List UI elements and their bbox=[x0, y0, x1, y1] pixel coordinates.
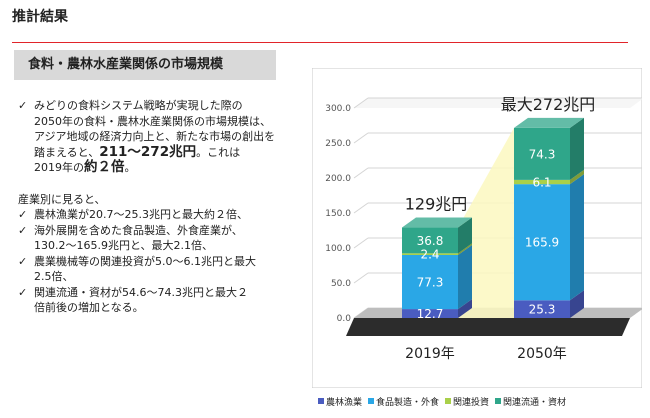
section-label: 食料・農林水産業関係の市場規模 bbox=[14, 50, 276, 80]
summary-line-2: 2050年の食料・農林水産業関係の市場規模は、 bbox=[34, 114, 271, 128]
sector-line: 農林漁業が20.7～25.3兆円と最大約２倍、 bbox=[34, 208, 248, 221]
summary-text: ✓ みどりの食料システム戦略が実現した際の 2050年の食料・農林水産業関係の市… bbox=[18, 98, 318, 316]
sector-intro: 産業別に見ると、 bbox=[18, 192, 106, 206]
summary-line-4a: 踏まえると、 bbox=[34, 145, 100, 159]
legend-label: 農林漁業 bbox=[326, 398, 363, 408]
total-label: 129兆円 bbox=[405, 195, 468, 214]
legend-label: 関連投資 bbox=[453, 398, 490, 408]
legend-item: 食品製造・外食 bbox=[368, 395, 439, 408]
legend-label: 関連流通・資材 bbox=[503, 398, 567, 408]
check-icon: ✓ bbox=[18, 254, 28, 268]
growth-multiple: 約２倍 bbox=[84, 159, 125, 175]
sector-bullet: ✓ 海外展開を含めた食品製造、外食産業が、 130.2～165.9兆円と、最大2… bbox=[18, 223, 318, 254]
legend-item: 関連流通・資材 bbox=[495, 395, 566, 408]
sector-line: 関連流通・資材が54.6～74.3兆円と最大２ bbox=[34, 285, 248, 299]
legend-swatch bbox=[445, 398, 452, 404]
bar-segment bbox=[402, 227, 458, 254]
check-icon: ✓ bbox=[18, 99, 28, 112]
summary-line-5a: 2019年の bbox=[34, 161, 84, 174]
sector-bullet: ✓ 農業機械等の関連投資が5.0～6.1兆円と最大 2.5倍、 bbox=[18, 254, 318, 285]
page-title: 推計結果 bbox=[12, 9, 68, 25]
check-icon: ✓ bbox=[18, 208, 28, 221]
sector-line: 2.5倍、 bbox=[34, 270, 74, 283]
data-label: 2.4 bbox=[420, 248, 439, 262]
sector-line: 海外展開を含めた食品製造、外食産業が、 bbox=[34, 223, 243, 237]
x-tick-label: 2019年 bbox=[405, 346, 455, 362]
legend-swatch bbox=[495, 398, 502, 404]
bar-segment-side bbox=[570, 117, 584, 180]
summary-line-3: アジア地域の経済力向上と、新たな市場の創出を bbox=[34, 130, 276, 143]
summary-line-4c: 。これは bbox=[196, 145, 241, 159]
chart-canvas: 0.0 50.0 100.0 150.0 200.0 250.0 300.0 12.7 77.3… bbox=[312, 68, 642, 388]
gridline-side bbox=[353, 132, 369, 144]
bar-segment bbox=[402, 255, 458, 310]
sector-line: 農業機械等の関連投資が5.0～6.1兆円と最大 bbox=[34, 254, 256, 268]
chart-floor-front bbox=[346, 318, 630, 336]
bar-segment bbox=[514, 184, 570, 301]
bar-segment-side bbox=[458, 245, 472, 310]
data-label: 165.9 bbox=[525, 236, 559, 250]
bar-top-face bbox=[402, 217, 472, 228]
bar-segment-side bbox=[570, 169, 584, 185]
bar-segment bbox=[514, 300, 570, 318]
gridline-side bbox=[353, 272, 369, 284]
bar-segment bbox=[514, 179, 570, 185]
bar-segment bbox=[402, 309, 458, 318]
y-tick-label: 50.0 bbox=[331, 279, 351, 289]
y-tick-label: 250.0 bbox=[325, 139, 351, 149]
legend-item: 農林漁業 bbox=[318, 395, 362, 408]
bar-segment-side bbox=[570, 290, 584, 318]
gridline-side bbox=[353, 202, 369, 214]
data-label: 77.3 bbox=[417, 276, 444, 290]
bar-segment-side bbox=[458, 299, 472, 318]
market-size-range: 211～272兆円 bbox=[99, 143, 197, 160]
legend-swatch bbox=[368, 398, 375, 404]
bar-segment bbox=[402, 253, 458, 255]
y-tick-label: 0.0 bbox=[337, 314, 352, 324]
data-label: 74.3 bbox=[529, 147, 556, 161]
gridline-side bbox=[353, 97, 369, 109]
summary-line-1: みどりの食料システム戦略が実現した際の bbox=[34, 99, 243, 112]
market-size-chart: 0.0 50.0 100.0 150.0 200.0 250.0 300.0 12.7 77.3… bbox=[312, 68, 642, 388]
legend-item: 関連投資 bbox=[445, 395, 489, 408]
check-icon: ✓ bbox=[18, 285, 28, 299]
title-divider bbox=[12, 42, 628, 43]
chart-legend: 農林漁業 食品製造・外食 関連投資 関連流通・資材 bbox=[318, 395, 648, 408]
bar-segment-side bbox=[458, 217, 472, 254]
sector-bullet: ✓ 農林漁業が20.7～25.3兆円と最大約２倍、 bbox=[18, 207, 318, 223]
data-label: 6.1 bbox=[532, 176, 551, 190]
y-tick-label: 300.0 bbox=[325, 104, 351, 114]
x-tick-label: 2050年 bbox=[517, 346, 567, 362]
legend-swatch bbox=[318, 398, 324, 404]
sector-bullet: ✓ 関連流通・資材が54.6～74.3兆円と最大２ 倍前後の増加となる。 bbox=[18, 285, 318, 316]
legend-label: 食品製造・外食 bbox=[376, 398, 440, 408]
y-tick-label: 100.0 bbox=[325, 244, 351, 254]
gridline-side bbox=[353, 237, 369, 249]
data-label: 36.8 bbox=[417, 234, 444, 248]
sector-line: 倍前後の増加となる。 bbox=[34, 301, 144, 314]
bar-top-face bbox=[514, 117, 584, 128]
check-icon: ✓ bbox=[18, 223, 28, 237]
bar-segment bbox=[514, 127, 570, 180]
bar-segment-side bbox=[458, 243, 472, 255]
y-tick-label: 200.0 bbox=[325, 174, 351, 184]
summary-bullet: ✓ みどりの食料システム戦略が実現した際の 2050年の食料・農林水産業関係の市… bbox=[18, 98, 318, 176]
data-label: 25.3 bbox=[529, 303, 556, 317]
bar-segment-side bbox=[570, 174, 584, 301]
sector-line: 130.2～165.9兆円と、最大2.1倍、 bbox=[34, 239, 214, 252]
gridline-side bbox=[353, 167, 369, 179]
chart-back-wall bbox=[354, 98, 642, 108]
summary-line-5c: 。 bbox=[124, 161, 136, 174]
data-label: 12.7 bbox=[417, 307, 444, 321]
total-label: 最大272兆円 bbox=[501, 95, 596, 114]
y-tick-label: 150.0 bbox=[325, 209, 351, 219]
